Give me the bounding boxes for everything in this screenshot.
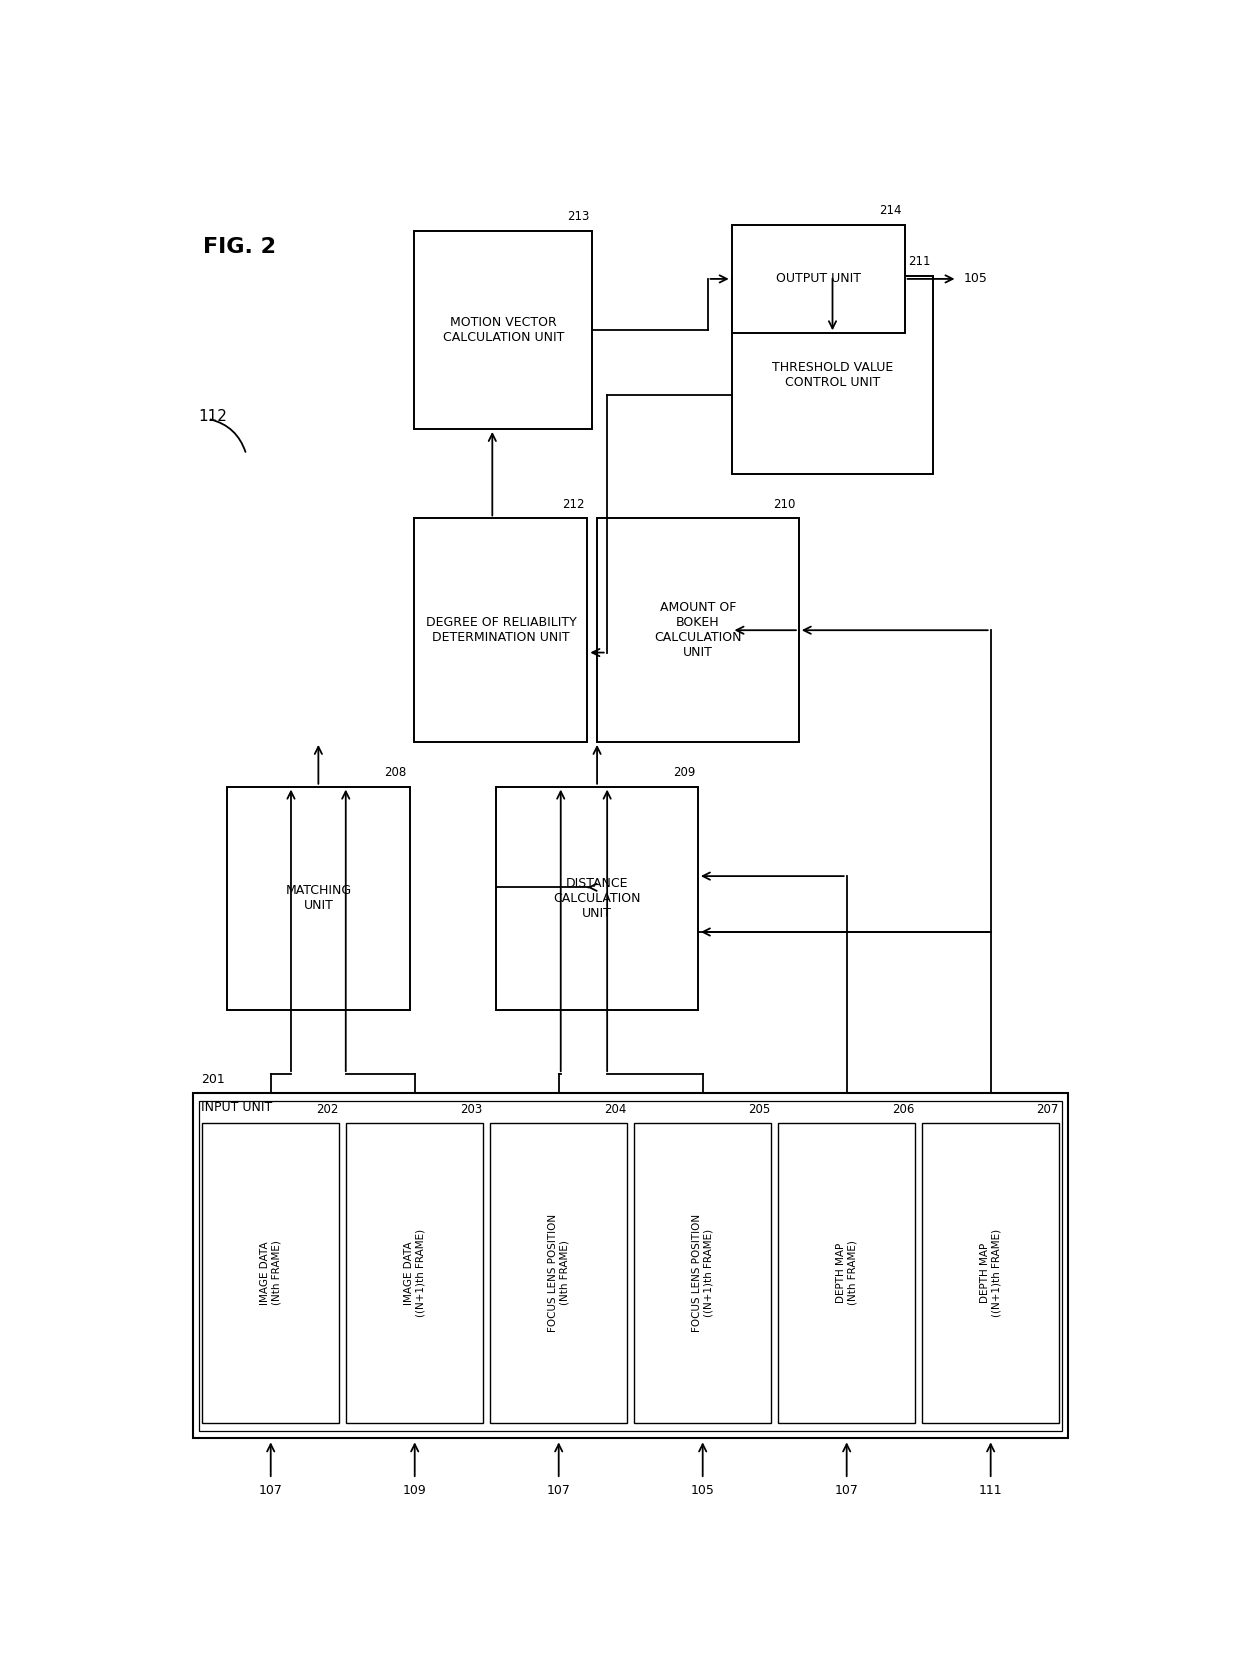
Bar	[346, 1123, 484, 1423]
Text: DISTANCE
CALCULATION
UNIT: DISTANCE CALCULATION UNIT	[553, 878, 641, 921]
Bar	[777, 1123, 915, 1423]
Bar	[596, 518, 799, 742]
Bar	[414, 518, 588, 742]
Bar	[200, 1102, 1063, 1430]
Text: 214: 214	[879, 204, 901, 217]
Text: DEPTH MAP
(Nth FRAME): DEPTH MAP (Nth FRAME)	[836, 1241, 858, 1306]
Text: IMAGE DATA
((N+1)th FRAME): IMAGE DATA ((N+1)th FRAME)	[404, 1229, 425, 1317]
Text: IMAGE DATA
(Nth FRAME): IMAGE DATA (Nth FRAME)	[260, 1241, 281, 1306]
Text: FOCUS LENS POSITION
((N+1)th FRAME): FOCUS LENS POSITION ((N+1)th FRAME)	[692, 1214, 713, 1332]
Text: 111: 111	[978, 1485, 1002, 1496]
Text: 203: 203	[460, 1103, 482, 1117]
Text: 205: 205	[748, 1103, 770, 1117]
Text: 207: 207	[1035, 1103, 1059, 1117]
Bar	[490, 1123, 627, 1423]
Text: 208: 208	[384, 766, 407, 780]
Text: 109: 109	[403, 1485, 427, 1496]
Text: 212: 212	[562, 498, 584, 511]
Text: DEPTH MAP
((N+1)th FRAME): DEPTH MAP ((N+1)th FRAME)	[980, 1229, 1002, 1317]
Text: 211: 211	[908, 255, 930, 269]
Text: MATCHING
UNIT: MATCHING UNIT	[285, 884, 351, 912]
Text: 105: 105	[965, 272, 988, 285]
Bar	[732, 224, 905, 333]
Text: 204: 204	[604, 1103, 626, 1117]
Text: 213: 213	[567, 211, 589, 224]
Text: 206: 206	[892, 1103, 914, 1117]
Bar	[496, 786, 698, 1010]
Text: FIG. 2: FIG. 2	[203, 237, 277, 257]
Text: 107: 107	[259, 1485, 283, 1496]
Bar	[634, 1123, 771, 1423]
Text: 107: 107	[835, 1485, 858, 1496]
Text: FOCUS LENS POSITION
(Nth FRAME): FOCUS LENS POSITION (Nth FRAME)	[548, 1214, 569, 1332]
Text: 202: 202	[316, 1103, 339, 1117]
Bar	[732, 275, 934, 474]
Text: THRESHOLD VALUE
CONTROL UNIT: THRESHOLD VALUE CONTROL UNIT	[771, 360, 893, 388]
Bar	[202, 1123, 340, 1423]
Bar	[227, 786, 409, 1010]
Bar	[414, 231, 593, 430]
Text: 210: 210	[774, 498, 796, 511]
Text: INPUT UNIT: INPUT UNIT	[201, 1102, 273, 1113]
Text: 112: 112	[198, 408, 227, 423]
Text: 107: 107	[547, 1485, 570, 1496]
Text: DEGREE OF RELIABILITY
DETERMINATION UNIT: DEGREE OF RELIABILITY DETERMINATION UNIT	[425, 615, 577, 644]
Text: OUTPUT UNIT: OUTPUT UNIT	[775, 272, 861, 285]
Text: 209: 209	[673, 766, 696, 780]
Bar	[923, 1123, 1059, 1423]
Text: 105: 105	[691, 1485, 714, 1496]
Text: MOTION VECTOR
CALCULATION UNIT: MOTION VECTOR CALCULATION UNIT	[443, 315, 564, 343]
Bar	[193, 1093, 1068, 1438]
Text: AMOUNT OF
BOKEH
CALCULATION
UNIT: AMOUNT OF BOKEH CALCULATION UNIT	[655, 601, 742, 659]
Text: 201: 201	[201, 1073, 224, 1085]
